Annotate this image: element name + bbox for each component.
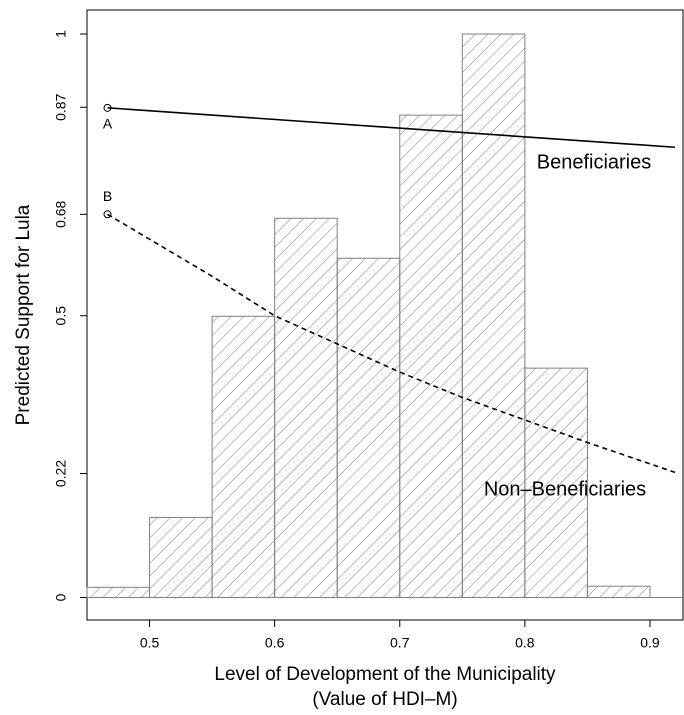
y-axis-label: Predicted Support for Lula <box>13 204 34 425</box>
y-tick-label: 0.22 <box>53 460 69 487</box>
histogram-bar <box>336 257 401 598</box>
histogram-bar <box>149 516 213 598</box>
y-tick-label: 0 <box>53 593 69 601</box>
series-label: Beneficiaries <box>537 151 652 173</box>
x-tick-label: 0.9 <box>640 635 660 651</box>
histogram-bar <box>524 367 588 598</box>
annotation-point <box>103 210 112 219</box>
x-tick-label: 0.7 <box>390 635 410 651</box>
y-tick-label: 0.87 <box>53 93 69 120</box>
series-line <box>107 107 676 149</box>
histogram-bar <box>586 585 651 598</box>
annotation-label: A <box>103 116 113 132</box>
histogram-bar <box>399 114 463 598</box>
y-tick-label: 0.68 <box>53 200 69 227</box>
plot-frame <box>86 9 684 621</box>
histogram-bar <box>86 586 151 598</box>
y-tick-label: 1 <box>53 30 69 38</box>
histogram-bar <box>211 315 276 598</box>
x-tick-label: 0.5 <box>140 635 160 651</box>
histogram-bar <box>461 33 526 598</box>
series-line <box>107 213 676 474</box>
annotation-label: B <box>103 188 112 204</box>
x-tick-label: 0.8 <box>515 635 535 651</box>
y-tick-label: 0.5 <box>53 306 69 326</box>
x-axis-label: Level of Development of the Municipality <box>214 664 556 685</box>
x-tick-label: 0.6 <box>265 635 285 651</box>
series-label: Non–Beneficiaries <box>484 478 646 500</box>
histogram-bar <box>274 217 338 598</box>
annotation-point <box>103 103 112 112</box>
x-axis-sublabel: (Value of HDI–M) <box>312 689 457 710</box>
